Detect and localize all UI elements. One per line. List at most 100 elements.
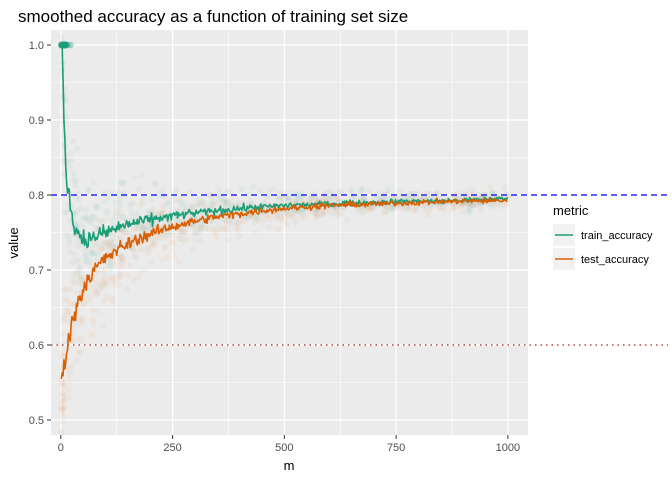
scatter-point <box>329 192 337 200</box>
scatter-point <box>359 209 366 217</box>
scatter-point <box>312 209 319 217</box>
scatter-point <box>89 331 97 339</box>
scatter-point <box>127 209 135 216</box>
scatter-point <box>196 195 203 202</box>
scatter-point <box>65 201 73 209</box>
scatter-point <box>59 378 66 385</box>
scatter-point <box>136 245 144 252</box>
scatter-point <box>60 412 67 419</box>
scatter-point <box>130 226 138 234</box>
scatter-point <box>113 276 120 283</box>
scatter-point <box>487 183 494 191</box>
scatter-point <box>226 217 233 224</box>
scatter-point <box>303 211 310 218</box>
scatter-point <box>112 199 120 206</box>
scatter-point <box>60 316 67 324</box>
scatter-point <box>92 290 99 297</box>
scatter-point <box>139 196 146 203</box>
scatter-point <box>145 244 152 252</box>
scatter-point <box>65 308 72 315</box>
scatter-point <box>334 195 342 202</box>
scatter-point <box>58 51 65 58</box>
scatter-point <box>360 196 368 203</box>
scatter-point <box>257 187 264 195</box>
scatter-point <box>252 216 259 224</box>
x-axis-title: m <box>284 458 295 473</box>
scatter-point <box>62 209 70 216</box>
scatter-point <box>84 187 92 195</box>
scatter-point <box>161 219 168 226</box>
scatter-point <box>290 211 297 218</box>
scatter-point <box>91 287 98 294</box>
scatter-point <box>73 222 80 230</box>
scatter-point <box>249 214 257 221</box>
scatter-point <box>227 220 234 227</box>
scatter-point <box>214 185 222 192</box>
scatter-point <box>149 205 156 213</box>
scatter-point <box>370 205 378 212</box>
scatter-point <box>118 234 126 241</box>
scatter-point <box>95 307 102 314</box>
scatter-point <box>66 240 74 248</box>
scatter-point <box>74 208 81 215</box>
scatter-point <box>498 202 505 209</box>
scatter-point <box>273 211 280 219</box>
scatter-point <box>139 200 146 207</box>
scatter-point <box>155 234 162 241</box>
scatter-point <box>104 240 111 247</box>
scatter-point <box>362 206 369 214</box>
scatter-point <box>415 194 422 202</box>
scatter-point <box>213 233 221 240</box>
scatter-point <box>295 194 302 201</box>
scatter-point <box>403 206 411 213</box>
scatter-point <box>285 194 292 201</box>
scatter-point <box>441 206 448 213</box>
scatter-point <box>178 231 185 238</box>
scatter-point <box>276 194 284 202</box>
scatter-point <box>138 246 145 253</box>
scatter-point <box>61 85 68 93</box>
y-axis-title: value <box>6 227 21 258</box>
scatter-point <box>465 209 473 216</box>
scatter-point <box>78 338 85 345</box>
scatter-point <box>198 220 205 228</box>
scatter-point <box>383 208 390 215</box>
scatter-point <box>63 304 71 312</box>
scatter-point <box>334 194 341 202</box>
scatter-point <box>159 202 167 210</box>
scatter-point <box>58 380 65 387</box>
scatter-point <box>214 218 222 225</box>
scatter-point <box>120 255 127 262</box>
scatter-point <box>58 383 65 390</box>
scatter-point <box>58 405 66 412</box>
scatter-point <box>68 156 75 164</box>
scatter-point <box>103 207 110 215</box>
scatter-point <box>235 224 242 231</box>
scatter-point <box>61 403 68 411</box>
y-tick-label: 0.7 <box>29 265 44 277</box>
scatter-point <box>119 259 126 267</box>
scatter-point <box>131 253 138 260</box>
scatter-point <box>312 194 320 201</box>
scatter-point <box>101 265 109 272</box>
scatter-point <box>136 223 144 230</box>
scatter-point <box>135 224 142 232</box>
scatter-point <box>58 428 65 435</box>
scatter-point <box>115 215 123 222</box>
scatter-point <box>93 241 101 248</box>
scatter-point <box>61 433 67 435</box>
scatter-point <box>109 240 116 247</box>
scatter-point <box>59 398 67 405</box>
scatter-point <box>278 216 285 224</box>
scatter-point <box>116 252 124 259</box>
scatter-point <box>434 189 441 196</box>
scatter-point <box>129 277 137 285</box>
scatter-point <box>111 274 118 282</box>
scatter-point <box>93 279 101 286</box>
scatter-point <box>62 380 69 388</box>
scatter-point <box>77 279 85 286</box>
scatter-point <box>236 232 243 240</box>
scatter-point <box>58 418 65 425</box>
scatter-point <box>269 211 276 218</box>
scatter-point <box>487 204 495 211</box>
